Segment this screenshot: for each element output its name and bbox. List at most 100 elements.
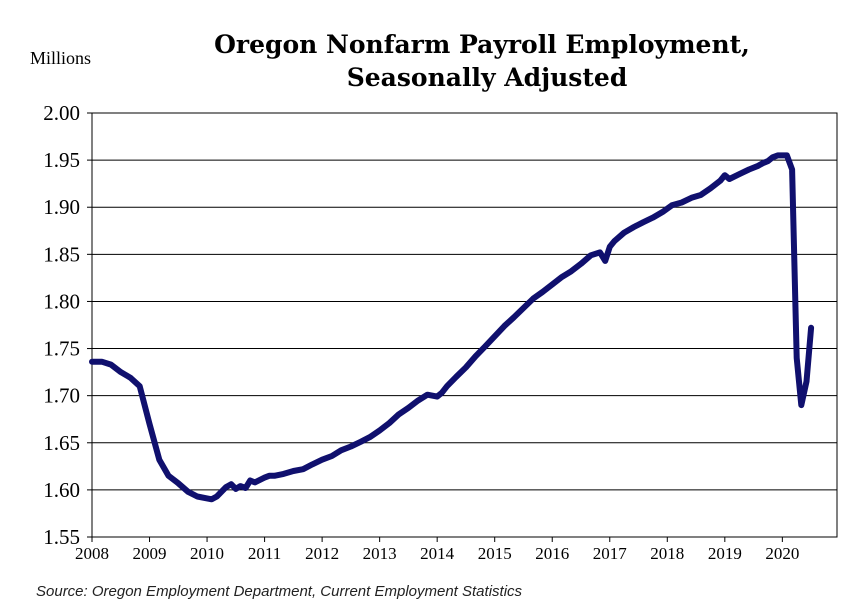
data-point	[803, 378, 810, 385]
data-point	[424, 392, 430, 398]
x-tick-label: 2011	[248, 544, 281, 563]
data-point	[650, 215, 656, 221]
data-point	[530, 296, 536, 302]
y-tick-label: 1.75	[43, 337, 80, 361]
x-tick-label: 2019	[708, 544, 742, 563]
data-point	[209, 496, 215, 502]
data-point	[698, 192, 704, 198]
data-point	[736, 171, 742, 177]
data-point	[405, 405, 411, 411]
data-point	[746, 166, 752, 173]
data-point	[127, 375, 134, 381]
data-point	[775, 152, 781, 158]
data-point	[415, 397, 421, 403]
data-point	[358, 439, 364, 445]
data-point	[621, 230, 627, 236]
x-tick-label: 2016	[535, 544, 569, 563]
y-tick-label: 1.70	[43, 384, 80, 408]
x-tick-label: 2020	[765, 544, 799, 563]
data-point	[453, 374, 459, 380]
data-point	[348, 443, 354, 450]
x-axis: 2008 2009 2010 2011 2012 2013 2014 2015 2016 2017…	[75, 537, 799, 563]
data-point	[669, 202, 675, 208]
y-tick-label: 2.00	[43, 101, 80, 125]
y-tick-label: 1.95	[43, 148, 80, 172]
data-point	[798, 402, 804, 408]
x-tick-label: 2014	[420, 544, 455, 563]
data-point	[99, 359, 105, 365]
data-point	[439, 390, 445, 396]
data-point	[611, 238, 618, 244]
data-point	[765, 158, 771, 164]
data-point	[631, 224, 637, 230]
x-tick-label: 2010	[190, 544, 224, 563]
data-point	[89, 359, 95, 365]
data-point	[271, 473, 277, 479]
data-point	[247, 477, 253, 484]
data-point	[281, 471, 287, 477]
data-point	[722, 172, 728, 178]
data-point	[770, 154, 776, 160]
data-point	[194, 493, 200, 500]
data-point	[165, 473, 172, 479]
x-tick-label: 2012	[305, 544, 339, 563]
data-point	[367, 434, 373, 440]
data-point	[118, 369, 124, 375]
data-point	[377, 427, 383, 434]
data-point	[146, 421, 153, 427]
data-point	[156, 457, 162, 463]
y-axis: 2.00 1.95 1.90 1.85 1.80 1.75 1.70 1.65 1.60 1.55	[43, 101, 92, 549]
data-point	[511, 314, 517, 321]
data-point	[243, 485, 249, 491]
x-tick-label: 2013	[363, 544, 397, 563]
data-point	[597, 249, 603, 255]
data-point	[329, 453, 335, 459]
y-unit-label: Millions	[30, 48, 91, 68]
y-tick-label: 1.90	[43, 195, 80, 219]
data-point	[568, 268, 574, 274]
data-point	[726, 176, 733, 182]
y-tick-label: 1.55	[43, 525, 80, 549]
data-point	[434, 394, 440, 400]
x-tick-label: 2009	[133, 544, 167, 563]
data-point	[808, 325, 814, 331]
data-point	[688, 195, 695, 201]
data-point	[175, 480, 181, 486]
data-point	[794, 355, 800, 361]
data-point	[760, 160, 767, 166]
x-tick-label: 2015	[478, 544, 512, 563]
data-point	[588, 252, 594, 258]
data-point	[482, 344, 488, 350]
data-point	[679, 199, 685, 206]
x-tick-label: 2018	[650, 544, 684, 563]
data-point	[520, 305, 527, 311]
x-tick-label: 2008	[75, 544, 109, 563]
data-point	[214, 493, 220, 500]
data-point	[660, 209, 666, 215]
y-tick-label: 1.85	[43, 242, 80, 266]
data-point	[309, 461, 315, 467]
data-point	[108, 362, 114, 368]
chart-title: Oregon Nonfarm Payroll Employment,	[214, 30, 750, 59]
data-point	[262, 475, 268, 481]
y-tick-label: 1.80	[43, 289, 80, 313]
data-point	[290, 468, 296, 474]
data-point	[607, 244, 613, 250]
data-point	[578, 261, 584, 267]
data-point	[501, 323, 508, 329]
data-point	[640, 219, 646, 225]
data-point	[233, 486, 239, 492]
data-point	[784, 152, 790, 158]
data-point	[204, 495, 210, 501]
data-point	[252, 479, 258, 485]
data-point	[473, 353, 479, 359]
data-point	[266, 473, 272, 479]
data-point	[602, 258, 608, 264]
plot-frame	[91, 112, 838, 538]
data-point	[779, 152, 785, 158]
data-point	[237, 483, 243, 489]
data-point	[300, 466, 306, 472]
data-point	[463, 364, 469, 370]
series-layer	[89, 152, 815, 503]
